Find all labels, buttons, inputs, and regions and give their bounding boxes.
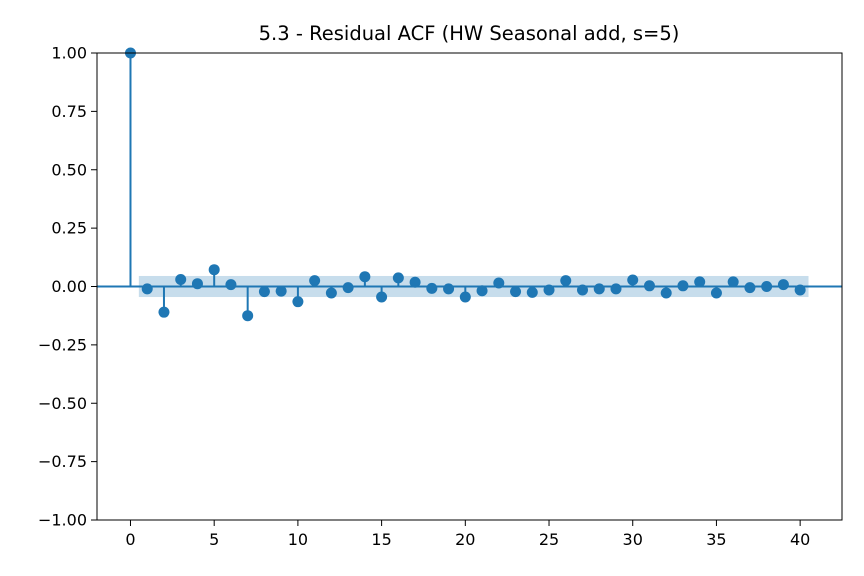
acf-point [510,286,522,298]
x-tick-label: 15 [371,530,391,549]
acf-point [493,277,505,289]
acf-point [191,278,203,290]
acf-point [409,276,421,288]
x-tick-label: 30 [623,530,643,549]
y-tick-label: −0.25 [38,335,87,354]
acf-point [761,281,773,292]
acf-point [242,310,254,322]
chart-title: 5.3 - Residual ACF (HW Seasonal add, s=5… [259,22,680,45]
acf-point [593,283,605,295]
acf-point [208,264,220,276]
plot-area [97,47,842,322]
acf-point [744,282,756,294]
acf-point [794,284,806,296]
y-tick-label: 0.75 [51,102,87,121]
acf-point [660,287,672,299]
acf-point [710,287,722,299]
acf-point [643,280,655,292]
acf-point [342,282,354,294]
acf-point [543,284,555,296]
acf-point [526,286,538,298]
acf-point [292,296,304,308]
x-tick-label: 10 [288,530,308,549]
x-tick-label: 40 [790,530,810,549]
x-tick-label: 5 [209,530,219,549]
acf-point [376,291,388,303]
y-tick-label: 0.00 [51,277,87,296]
acf-point [158,306,170,318]
acf-point [560,275,572,287]
acf-point [309,275,321,287]
y-tick-label: −1.00 [38,511,87,530]
x-tick-label: 20 [455,530,475,549]
acf-point [476,285,488,297]
acf-point [426,282,438,294]
x-tick-label: 25 [539,530,559,549]
x-tick-label: 35 [706,530,726,549]
acf-point [627,274,639,286]
y-tick-label: 0.25 [51,219,87,238]
acf-point [225,279,237,291]
acf-point [275,285,287,297]
acf-point [325,287,337,299]
acf-point [727,276,739,288]
acf-point [777,279,789,291]
acf-point [359,271,371,283]
x-tick-label: 0 [125,530,135,549]
acf-point [443,283,455,295]
y-tick-label: −0.75 [38,452,87,471]
acf-point [258,286,270,298]
acf-point [459,291,471,303]
y-tick-label: 1.00 [51,44,87,63]
acf-point [677,280,689,292]
acf-point [392,272,404,284]
acf-point [141,283,153,295]
acf-point [175,273,187,285]
acf-point [577,284,589,296]
acf-point [610,283,622,295]
acf-point [694,276,706,288]
y-tick-label: 0.50 [51,160,87,179]
y-tick-label: −0.50 [38,394,87,413]
